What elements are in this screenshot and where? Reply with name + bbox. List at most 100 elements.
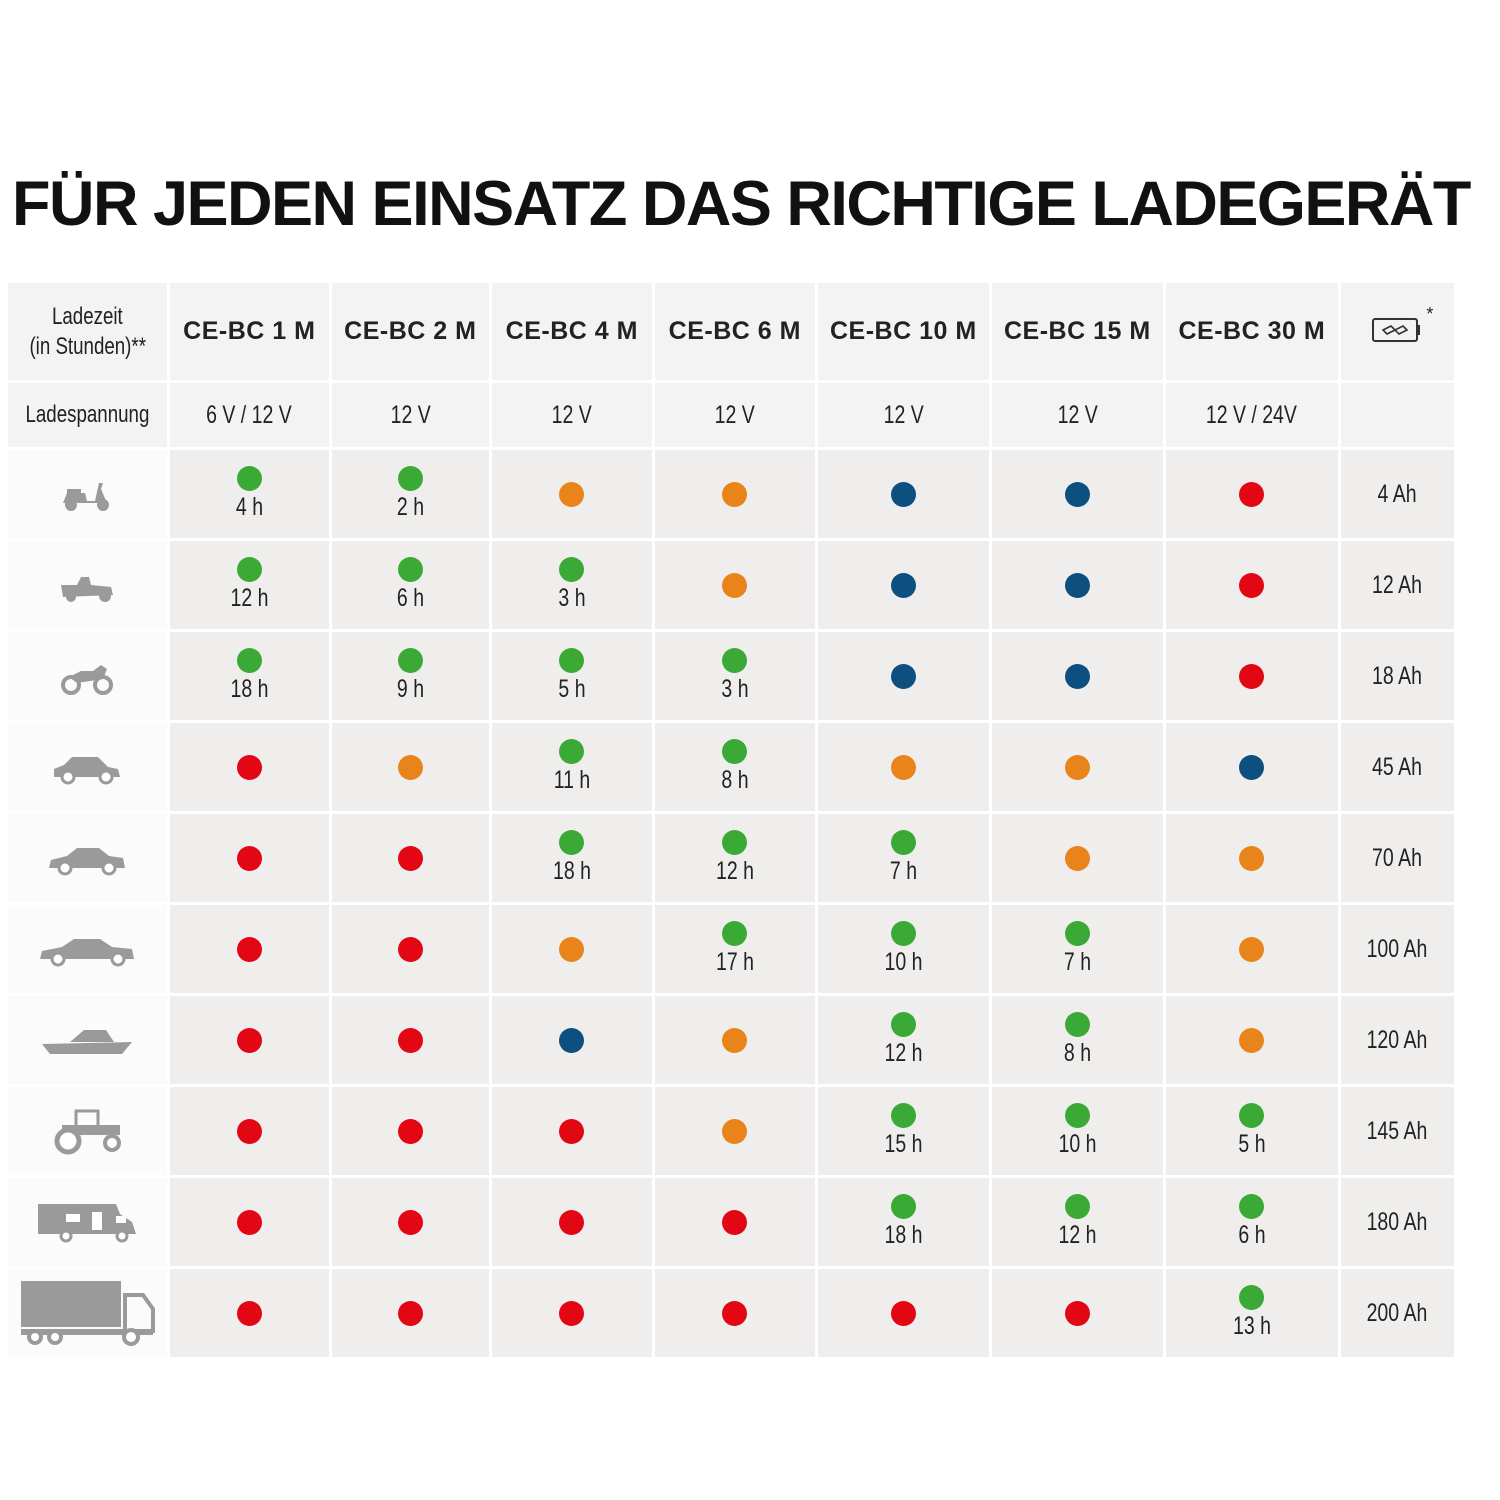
status-dot-red [397, 1209, 423, 1235]
model-header: CE-BC 4 M [490, 283, 655, 383]
battery-capacity: 18 Ah [1372, 661, 1423, 690]
vehicle-cell [8, 812, 170, 905]
model-header: CE-BC 6 M [653, 283, 818, 383]
vehicle-cell [8, 539, 170, 632]
charger-cell [168, 1267, 332, 1360]
status-dot-green [722, 739, 748, 764]
vehicle-cell [8, 1267, 170, 1360]
charge-time: 6 h [1238, 1221, 1266, 1249]
charger-cell [1164, 994, 1341, 1087]
table-row: 15 h 10 h 5 h 145 Ah [8, 1085, 1457, 1178]
status-dot-red [1239, 663, 1265, 689]
charger-cell [1164, 903, 1341, 996]
vehicle-cell [8, 448, 170, 541]
charge-time: 3 h [558, 584, 586, 612]
charge-time: 12 h [1058, 1221, 1097, 1249]
charger-cell [490, 1267, 655, 1360]
status-dot-green [559, 830, 585, 855]
charger-cell: 12 h [816, 994, 992, 1087]
status-dot-green [890, 1194, 916, 1219]
battery-capacity: 100 Ah [1366, 934, 1428, 963]
status-dot-red [559, 1118, 585, 1144]
charger-cell [1164, 812, 1341, 905]
charger-cell [1164, 448, 1341, 541]
charger-cell [330, 903, 492, 996]
status-dot-green [1064, 921, 1090, 946]
charger-cell: 11 h [490, 721, 655, 814]
status-dot-green [559, 739, 585, 764]
model-header: CE-BC 30 M [1164, 283, 1341, 383]
battery-capacity: 12 Ah [1372, 570, 1423, 599]
charger-cell: 17 h [653, 903, 818, 996]
status-dot-green [397, 557, 423, 582]
status-dot-orange [722, 1118, 748, 1144]
charger-cell: 5 h [490, 630, 655, 723]
charger-cell: 7 h [990, 903, 1166, 996]
charger-cell [990, 812, 1166, 905]
status-dot-blue [1064, 572, 1090, 598]
charger-cell: 12 h [653, 812, 818, 905]
battery-header: * [1339, 283, 1457, 383]
charge-time: 8 h [1063, 1039, 1091, 1067]
table-row: 12 h 6 h 3 h 12 Ah [8, 539, 1457, 632]
charger-cell [168, 812, 332, 905]
charger-cell [990, 539, 1166, 632]
charger-cell [1164, 630, 1341, 723]
table-row: 18 h 12 h 7 h 70 Ah [8, 812, 1457, 905]
status-dot-blue [890, 572, 916, 598]
camper-icon [38, 1204, 137, 1243]
table-row: 4 h 2 h 4 Ah [8, 448, 1457, 541]
status-dot-red [397, 1118, 423, 1144]
small-car-icon [54, 757, 121, 785]
status-dot-red [722, 1209, 748, 1235]
sedan-icon [40, 939, 135, 967]
charge-time: 18 h [884, 1221, 923, 1249]
status-dot-green [1239, 1194, 1265, 1219]
charger-cell [816, 448, 992, 541]
status-dot-blue [890, 481, 916, 507]
status-dot-orange [722, 572, 748, 598]
truck-icon [21, 1281, 156, 1346]
status-dot-green [236, 648, 262, 673]
status-dot-green [1064, 1012, 1090, 1037]
status-dot-red [397, 845, 423, 871]
charger-cell: 8 h [990, 994, 1166, 1087]
status-dot-blue [559, 1027, 585, 1053]
status-dot-green [890, 1103, 916, 1128]
charger-comparison-table: Ladezeit (in Stunden)** CE-BC 1 M CE-BC … [8, 283, 1457, 1360]
charger-cell [1164, 539, 1341, 632]
charger-cell: 10 h [816, 903, 992, 996]
capacity-cell: 145 Ah [1339, 1085, 1457, 1178]
charger-cell: 6 h [1164, 1176, 1341, 1269]
charge-time: 2 h [396, 493, 424, 521]
charger-cell [990, 721, 1166, 814]
capacity-cell: 180 Ah [1339, 1176, 1457, 1269]
charger-cell: 3 h [490, 539, 655, 632]
status-dot-green [397, 648, 423, 673]
status-dot-orange [890, 754, 916, 780]
voltage-value: 12 V [714, 400, 755, 429]
charger-cell [330, 812, 492, 905]
tractor-icon [54, 1109, 122, 1155]
charge-time: 15 h [884, 1130, 923, 1158]
charger-cell [816, 630, 992, 723]
charger-cell [330, 994, 492, 1087]
status-dot-orange [559, 481, 585, 507]
charger-cell [330, 721, 492, 814]
table-row: 17 h 10 h 7 h 100 Ah [8, 903, 1457, 996]
charge-time: 8 h [721, 766, 749, 794]
voltage-value: 12 V [1057, 400, 1098, 429]
status-dot-orange [1239, 845, 1265, 871]
charge-time: 5 h [1238, 1130, 1266, 1158]
charger-cell [168, 1176, 332, 1269]
voltage-value: 12 V [390, 400, 431, 429]
motorcycle-icon [61, 665, 114, 695]
status-dot-orange [397, 754, 423, 780]
charge-time: 7 h [1063, 948, 1091, 976]
status-dot-red [236, 1300, 262, 1326]
charge-time: 5 h [558, 675, 586, 703]
charge-time: 3 h [721, 675, 749, 703]
charger-cell: 15 h [816, 1085, 992, 1178]
status-dot-red [397, 1027, 423, 1053]
charger-cell [653, 539, 818, 632]
